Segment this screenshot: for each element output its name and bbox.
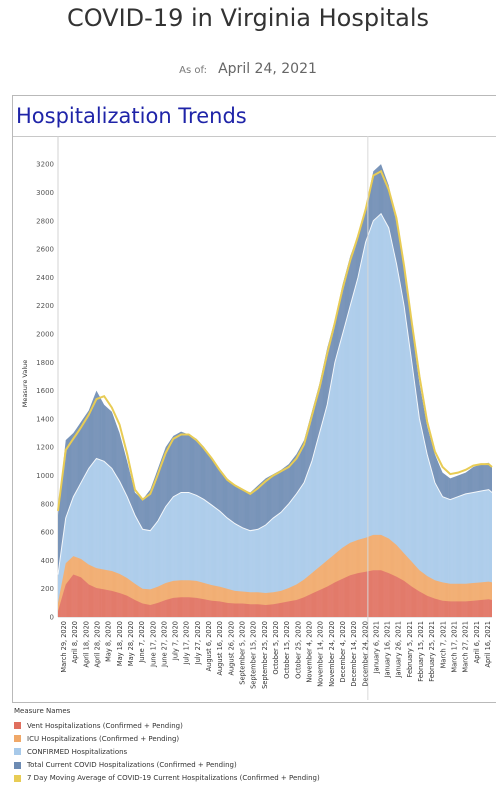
page-title: COVID-19 in Virginia Hospitals bbox=[66, 4, 430, 32]
legend-swatch bbox=[14, 735, 21, 743]
y-tick-label: 200 bbox=[41, 585, 54, 593]
x-tick-label: March 27, 2021 bbox=[462, 621, 470, 673]
y-tick-label: 1400 bbox=[36, 415, 54, 423]
legend-swatch bbox=[14, 774, 21, 782]
series-confirmed-outline bbox=[57, 212, 493, 575]
as-of-date: April 24, 2021 bbox=[218, 61, 317, 77]
y-tick-label: 2600 bbox=[36, 246, 54, 254]
x-tick-label: August 26, 2020 bbox=[227, 621, 235, 676]
y-tick-label: 2200 bbox=[36, 302, 54, 310]
y-tick-label: 1200 bbox=[36, 444, 54, 452]
y-tick-label: 600 bbox=[41, 529, 54, 537]
legend-label: CONFIRMED Hospitalizations bbox=[27, 747, 128, 756]
legend-label: ICU Hospitalizations (Confirmed + Pendin… bbox=[27, 734, 180, 743]
series-confirmed-area bbox=[58, 213, 492, 617]
x-tick-label: June 27, 2020 bbox=[160, 621, 168, 668]
series-vent-area bbox=[58, 570, 492, 617]
x-tick-label: December 24, 2020 bbox=[361, 621, 369, 687]
x-tick-label: July 17, 2020 bbox=[183, 621, 191, 665]
legend-label: 7 Day Moving Average of COVID-19 Current… bbox=[27, 774, 320, 783]
legend-item-icu[interactable]: ICU Hospitalizations (Confirmed + Pendin… bbox=[14, 732, 320, 745]
x-tick-label: July 7, 2020 bbox=[172, 621, 180, 661]
legend-label: Vent Hospitalizations (Confirmed + Pendi… bbox=[27, 721, 183, 730]
x-tick-label: June 7, 2020 bbox=[138, 621, 146, 664]
legend-swatch bbox=[14, 722, 21, 730]
x-tick-label: April 18, 2020 bbox=[82, 621, 90, 668]
x-tick-label: March 17, 2021 bbox=[451, 621, 459, 673]
y-tick-label: 400 bbox=[41, 557, 54, 565]
y-tick-label: 3200 bbox=[36, 161, 54, 169]
legend-item-vent[interactable]: Vent Hospitalizations (Confirmed + Pendi… bbox=[14, 719, 320, 732]
legend-swatch bbox=[14, 761, 21, 769]
legend-item-confirmed[interactable]: CONFIRMED Hospitalizations bbox=[14, 745, 320, 758]
panel-divider bbox=[13, 136, 496, 137]
x-tick-label: September 15, 2020 bbox=[250, 621, 258, 689]
x-tick-label: November 4, 2020 bbox=[305, 621, 313, 683]
y-tick-label: 1600 bbox=[36, 387, 54, 395]
x-tick-label: January 16, 2021 bbox=[384, 621, 392, 678]
y-axis-title: Measure Value bbox=[21, 360, 29, 408]
as-of-label: As of: bbox=[179, 65, 207, 76]
x-tick-label: June 17, 2020 bbox=[149, 621, 157, 668]
as-of-line: As of: April 24, 2021 bbox=[0, 58, 496, 77]
x-tick-label: January 26, 2021 bbox=[395, 621, 403, 678]
x-tick-label: October 5, 2020 bbox=[272, 621, 280, 675]
y-tick-label: 2800 bbox=[36, 217, 54, 225]
x-tick-label: May 8, 2020 bbox=[105, 621, 113, 662]
x-tick-label: May 18, 2020 bbox=[116, 621, 124, 666]
x-tick-label: September 25, 2020 bbox=[261, 621, 269, 689]
legend-swatch bbox=[14, 748, 21, 756]
y-tick-label: 1800 bbox=[36, 359, 54, 367]
x-tick-label: September 5, 2020 bbox=[239, 621, 247, 685]
y-tick-label: 800 bbox=[41, 500, 54, 508]
bar-texture bbox=[57, 150, 493, 617]
legend-title: Measure Names bbox=[14, 707, 71, 715]
x-tick-label: October 25, 2020 bbox=[294, 621, 302, 679]
series-moving-average-line bbox=[57, 169, 493, 511]
x-tick-label: April 28, 2020 bbox=[93, 621, 101, 668]
x-tick-label: August 6, 2020 bbox=[205, 621, 213, 671]
x-tick-label: February 5, 2021 bbox=[406, 621, 414, 677]
x-tick-label: November 24, 2020 bbox=[328, 621, 336, 687]
panel-title: Hospitalization Trends bbox=[16, 104, 247, 128]
y-tick-label: 2400 bbox=[36, 274, 54, 282]
x-tick-label: February 25, 2021 bbox=[428, 621, 436, 682]
x-tick-label: December 4, 2020 bbox=[339, 621, 347, 682]
x-tick-label: May 28, 2020 bbox=[127, 621, 135, 666]
x-tick-label: March 7, 2021 bbox=[439, 621, 447, 668]
x-tick-label: April 16, 2021 bbox=[484, 621, 492, 668]
x-tick-label: December 14, 2020 bbox=[350, 621, 358, 687]
legend-item-moving-average[interactable]: 7 Day Moving Average of COVID-19 Current… bbox=[14, 772, 320, 785]
x-tick-label: February 15, 2021 bbox=[417, 621, 425, 682]
y-tick-label: 1000 bbox=[36, 472, 54, 480]
x-tick-label: October 15, 2020 bbox=[283, 621, 291, 679]
x-tick-label: November 14, 2020 bbox=[317, 621, 325, 687]
x-tick-label: March 29, 2020 bbox=[60, 621, 68, 673]
y-tick-label: 2000 bbox=[36, 330, 54, 338]
x-tick-label: April 8, 2020 bbox=[71, 621, 79, 663]
y-tick-label: 3000 bbox=[36, 189, 54, 197]
legend: Measure Names Vent Hospitalizations (Con… bbox=[14, 707, 320, 785]
legend-item-total[interactable]: Total Current COVID Hospitalizations (Co… bbox=[14, 759, 320, 772]
x-tick-label: April 6, 2021 bbox=[473, 621, 481, 663]
x-tick-label: August 16, 2020 bbox=[216, 621, 224, 676]
x-tick-label: January 6, 2021 bbox=[372, 621, 380, 674]
y-tick-label: 0 bbox=[50, 614, 54, 622]
x-tick-label: July 27, 2020 bbox=[194, 621, 202, 665]
legend-label: Total Current COVID Hospitalizations (Co… bbox=[27, 761, 237, 770]
